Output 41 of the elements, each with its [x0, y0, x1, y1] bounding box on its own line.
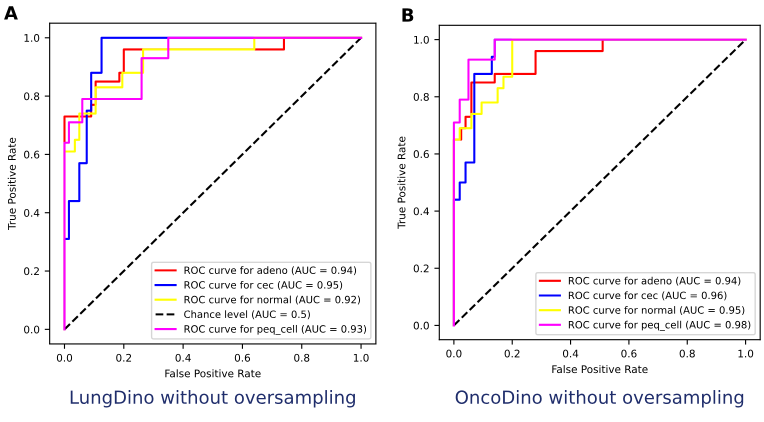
- y-tick-label: 0.8: [414, 93, 429, 101]
- x-tick-label: 0.0: [56, 354, 72, 362]
- y-tick-label: 0.4: [24, 208, 40, 217]
- x-tick-label: 0.2: [116, 354, 132, 362]
- legend-label: ROC curve for normal (AUC = 0.95): [568, 306, 744, 315]
- chart-title: A: [4, 6, 18, 20]
- y-tick-label: 0.6: [414, 150, 429, 158]
- y-tick-label: 0.2: [414, 264, 429, 272]
- x-tick-label: 0.4: [562, 350, 578, 358]
- legend-label: ROC curve for adeno (AUC = 0.94): [568, 276, 740, 286]
- x-tick-label: 0.0: [446, 350, 462, 358]
- y-tick-label: 0.6: [24, 150, 40, 159]
- legend-label: ROC curve for adeno (AUC = 0.94): [184, 266, 356, 276]
- y-tick-label: 1.0: [414, 36, 429, 44]
- y-tick-label: 0.0: [24, 326, 40, 334]
- legend-label: ROC curve for cec (AUC = 0.95): [184, 280, 342, 290]
- y-tick-label: 0.8: [24, 92, 40, 100]
- x-tick-label: 0.6: [234, 354, 250, 362]
- legend-label: Chance level (AUC = 0.5): [184, 310, 310, 320]
- legend-label: ROC curve for peq_cell (AUC = 0.93): [184, 324, 366, 335]
- x-tick-label: 1.0: [354, 354, 369, 362]
- text: LungDino without oversampling: [70, 390, 355, 408]
- x-tick-label: 0.8: [680, 350, 695, 358]
- chart-title: B: [402, 8, 414, 22]
- y-tick-label: 0.0: [414, 322, 429, 330]
- y-axis-title: True Positive Rate: [397, 136, 406, 229]
- text: OncoDino without oversampling: [456, 390, 744, 408]
- x-tick-label: 1.0: [738, 350, 754, 358]
- legend-label: ROC curve for cec (AUC = 0.96): [568, 291, 726, 300]
- legend-label: ROC curve for peq_cell (AUC = 0.98): [568, 320, 750, 331]
- y-tick-label: 0.2: [24, 267, 39, 276]
- x-tick-label: 0.4: [176, 354, 191, 362]
- y-axis-title: True Positive Rate: [8, 138, 16, 230]
- x-axis-title: False Positive Rate: [552, 365, 648, 374]
- legend-label: ROC curve for normal (AUC = 0.92): [184, 296, 360, 305]
- x-tick-label: 0.2: [504, 350, 520, 358]
- x-axis-title: False Positive Rate: [165, 369, 261, 378]
- y-tick-label: 0.4: [414, 207, 429, 216]
- x-tick-label: 0.6: [621, 350, 637, 358]
- x-tick-label: 0.8: [294, 354, 310, 362]
- y-tick-label: 1.0: [24, 34, 40, 42]
